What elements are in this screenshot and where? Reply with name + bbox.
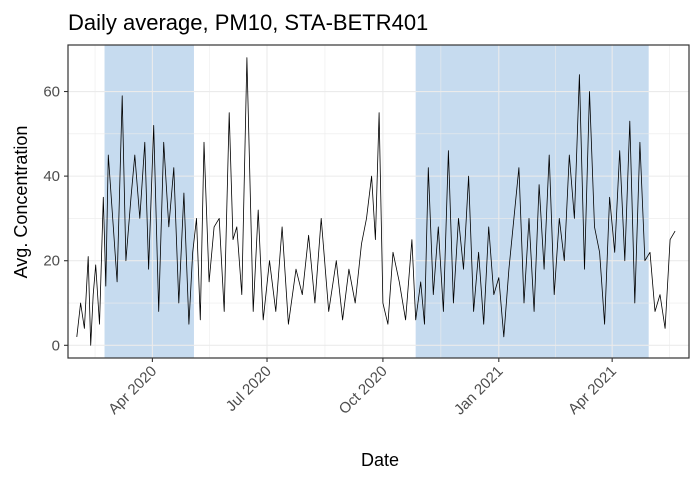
pm10-series-line xyxy=(76,57,676,346)
chart-title: Daily average, PM10, STA-BETR401 xyxy=(68,10,428,35)
y-axis: 0 20 40 60 xyxy=(43,84,68,354)
x-tick-label: Apr 2021 xyxy=(565,363,620,418)
y-axis-title: Avg. Concentration xyxy=(11,126,31,279)
y-tick-label: 0 xyxy=(52,337,60,354)
x-axis-title: Date xyxy=(361,450,399,470)
x-axis: Apr 2020 Jul 2020 Oct 2020 Jan 2021 Apr 2021 xyxy=(105,358,620,418)
x-tick-label: Jan 2021 xyxy=(451,363,507,419)
y-tick-label: 60 xyxy=(43,84,60,101)
y-tick-label: 20 xyxy=(43,253,60,270)
y-tick-label: 40 xyxy=(43,168,60,185)
x-tick-label: Oct 2020 xyxy=(336,363,391,418)
plot-border xyxy=(67,44,690,359)
grid-lines xyxy=(68,45,689,358)
x-tick-label: Apr 2020 xyxy=(105,363,160,418)
x-tick-label: Jul 2020 xyxy=(223,363,275,415)
